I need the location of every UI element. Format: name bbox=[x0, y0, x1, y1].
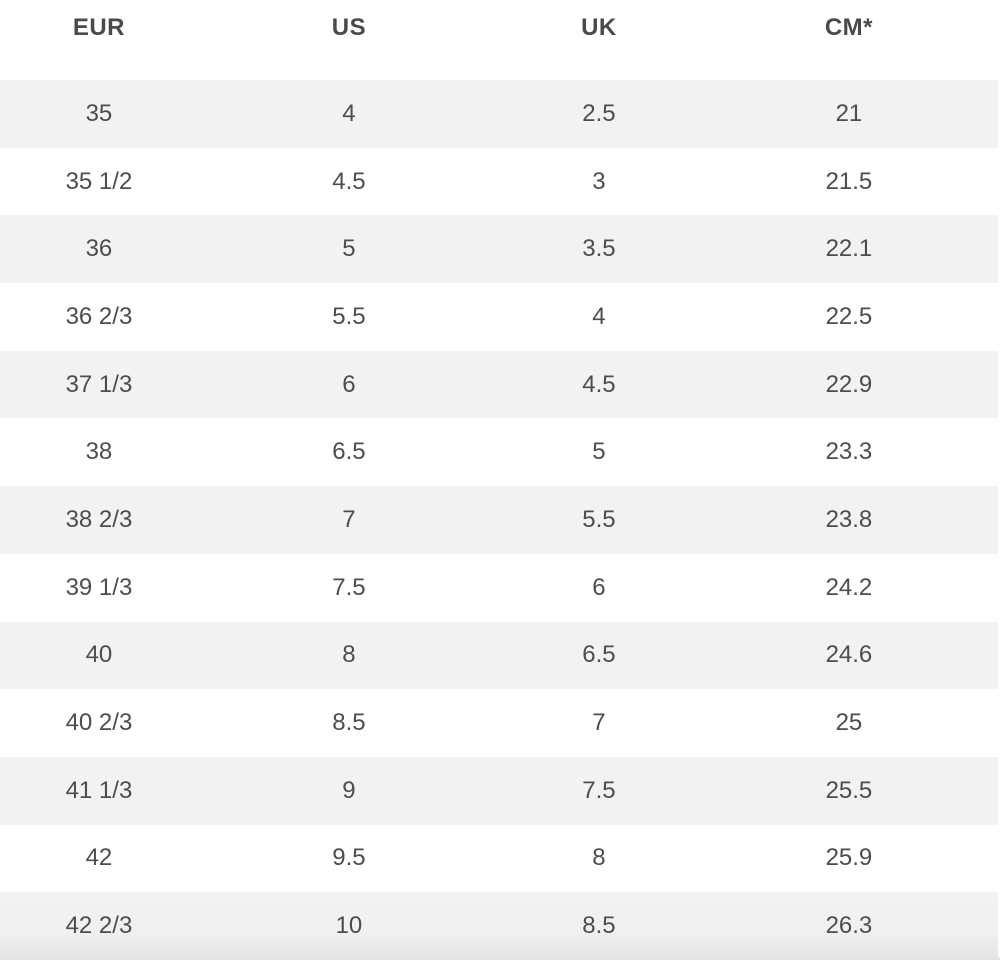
cell-eur: 37 1/3 bbox=[65, 370, 133, 398]
header-eur: EUR bbox=[72, 14, 126, 41]
table-row: 35 4 2.5 21 bbox=[0, 80, 1000, 148]
cell-us: 6.5 bbox=[332, 438, 366, 466]
cell-cm: 23.8 bbox=[825, 505, 873, 533]
cell-cm: 25 bbox=[835, 709, 863, 737]
cell-cm: 26.3 bbox=[825, 912, 873, 940]
cell-eur: 38 bbox=[85, 438, 113, 466]
cell-eur: 40 bbox=[85, 641, 113, 669]
header-us: US bbox=[331, 14, 367, 41]
table-row: 42 2/3 10 8.5 26.3 bbox=[0, 892, 1000, 960]
cell-us: 5.5 bbox=[332, 302, 366, 330]
cell-eur: 35 1/2 bbox=[65, 167, 133, 195]
header-uk: UK bbox=[581, 14, 617, 41]
table-row: 36 5 3.5 22.1 bbox=[0, 215, 1000, 284]
cell-us: 8.5 bbox=[332, 709, 366, 737]
cell-cm: 25.9 bbox=[825, 844, 873, 872]
cell-uk: 4 bbox=[592, 302, 606, 330]
cell-eur: 35 bbox=[85, 99, 113, 127]
cell-uk: 8.5 bbox=[582, 912, 616, 940]
table-row: 38 6.5 5 23.3 bbox=[0, 418, 1000, 486]
cell-uk: 4.5 bbox=[582, 370, 616, 398]
table-row: 36 2/3 5.5 4 22.5 bbox=[0, 283, 1000, 351]
table-row: 38 2/3 7 5.5 23.8 bbox=[0, 486, 1000, 554]
cell-eur: 40 2/3 bbox=[65, 709, 133, 737]
table-body: 35 4 2.5 21 35 1/2 4.5 3 21.5 36 5 3.5 22.1 36 2/3 5.… bbox=[0, 80, 1000, 960]
cell-cm: 21.5 bbox=[825, 167, 873, 195]
cell-uk: 6.5 bbox=[582, 641, 616, 669]
cell-uk: 6 bbox=[592, 573, 606, 601]
cell-uk: 5.5 bbox=[582, 505, 616, 533]
table-row: 40 8 6.5 24.6 bbox=[0, 621, 1000, 690]
cell-uk: 7 bbox=[592, 709, 606, 737]
cell-cm: 21 bbox=[835, 99, 863, 127]
table-row: 40 2/3 8.5 7 25 bbox=[0, 689, 1000, 757]
cell-eur: 38 2/3 bbox=[65, 505, 133, 533]
cell-eur: 39 1/3 bbox=[65, 573, 133, 601]
cell-us: 7 bbox=[342, 505, 356, 533]
cell-uk: 7.5 bbox=[582, 776, 616, 804]
cell-uk: 2.5 bbox=[582, 99, 616, 127]
cell-cm: 24.2 bbox=[825, 573, 873, 601]
cell-cm: 25.5 bbox=[825, 776, 873, 804]
cell-cm: 23.3 bbox=[825, 438, 873, 466]
table-row: 35 1/2 4.5 3 21.5 bbox=[0, 148, 1000, 216]
cell-eur: 36 2/3 bbox=[65, 302, 133, 330]
cell-uk: 3 bbox=[592, 167, 606, 195]
cell-uk: 5 bbox=[592, 438, 606, 466]
cell-us: 6 bbox=[342, 370, 356, 398]
cell-cm: 24.6 bbox=[825, 641, 873, 669]
right-edge bbox=[998, 0, 1000, 957]
cell-cm: 22.9 bbox=[825, 370, 873, 398]
cell-us: 10 bbox=[335, 912, 363, 940]
cell-eur: 41 1/3 bbox=[65, 776, 133, 804]
cell-eur: 42 2/3 bbox=[65, 912, 133, 940]
cell-eur: 36 bbox=[85, 235, 113, 263]
cell-eur: 42 bbox=[85, 844, 113, 872]
header-cm: CM* bbox=[824, 14, 874, 41]
cell-us: 7.5 bbox=[332, 573, 366, 601]
cell-cm: 22.1 bbox=[825, 235, 873, 263]
cell-uk: 3.5 bbox=[582, 235, 616, 263]
table-row: 41 1/3 9 7.5 25.5 bbox=[0, 756, 1000, 825]
cell-cm: 22.5 bbox=[825, 302, 873, 330]
cell-us: 4 bbox=[342, 99, 356, 127]
cell-uk: 8 bbox=[592, 844, 606, 872]
cell-us: 5 bbox=[342, 235, 356, 263]
cell-us: 8 bbox=[342, 641, 356, 669]
cell-us: 9 bbox=[342, 776, 356, 804]
cell-us: 4.5 bbox=[332, 167, 366, 195]
table-row: 42 9.5 8 25.9 bbox=[0, 825, 1000, 893]
table-row: 39 1/3 7.5 6 24.2 bbox=[0, 554, 1000, 622]
header-spacer bbox=[0, 58, 1000, 80]
cell-us: 9.5 bbox=[332, 844, 366, 872]
table-row: 37 1/3 6 4.5 22.9 bbox=[0, 350, 1000, 419]
table-header-row: EUR US UK CM* bbox=[0, 0, 1000, 58]
